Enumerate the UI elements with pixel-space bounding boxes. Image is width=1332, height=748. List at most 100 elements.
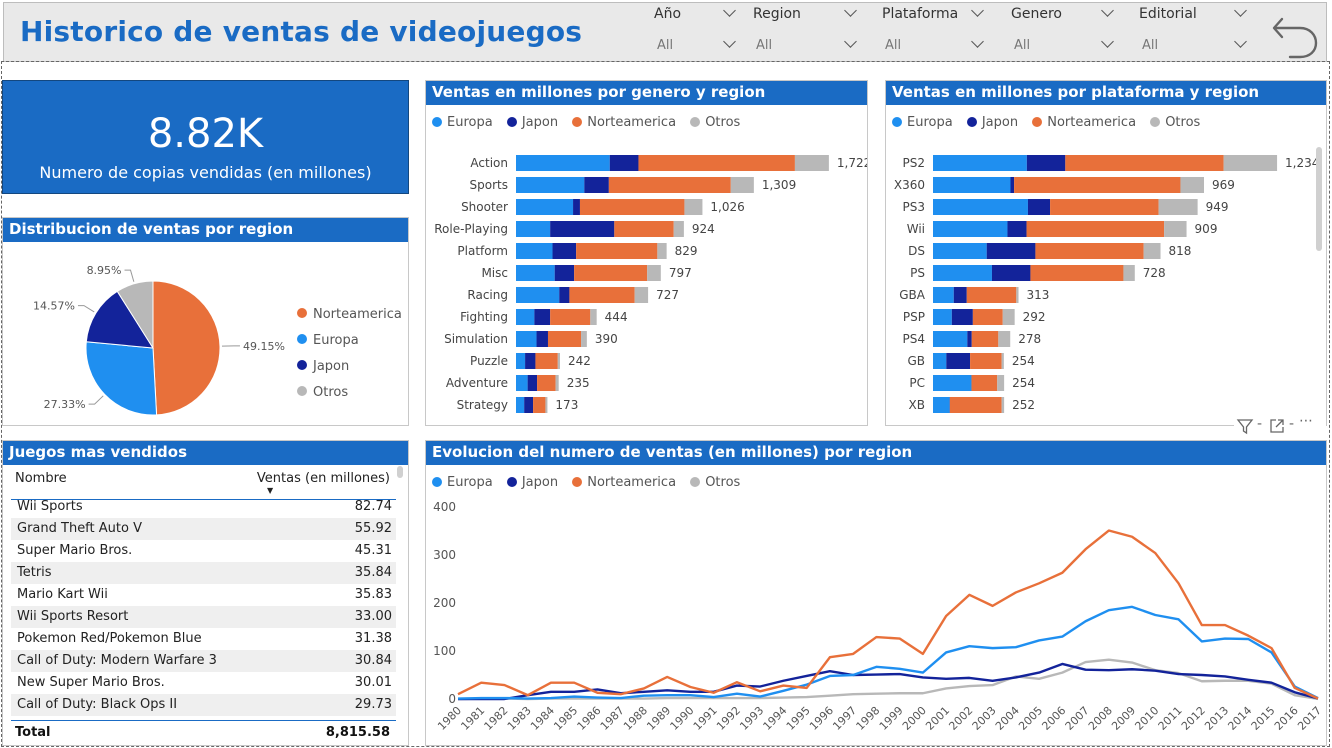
chevron-down-icon[interactable] xyxy=(844,35,857,48)
bar-segment-norteamerica[interactable] xyxy=(1035,243,1144,259)
bar-segment-japon[interactable] xyxy=(1027,199,1051,215)
kpi-card[interactable]: 8.82K Numero de copias vendidas (en mill… xyxy=(2,80,409,194)
pie-slice-japon[interactable] xyxy=(85,290,154,349)
bar-segment-europa[interactable] xyxy=(933,331,968,347)
bar-segment-norteamerica[interactable] xyxy=(608,177,731,193)
bar-segment-norteamerica[interactable] xyxy=(1065,155,1224,171)
bar-segment-norteamerica[interactable] xyxy=(614,221,674,237)
chevron-down-icon[interactable] xyxy=(971,35,984,48)
bar-segment-otros[interactable] xyxy=(1180,177,1204,193)
pie-legend-otros[interactable]: Otros xyxy=(313,385,348,400)
bar-segment-japon[interactable] xyxy=(525,353,536,369)
table-row[interactable]: Wii Sports Resort 33.00 xyxy=(11,606,396,628)
bar-segment-norteamerica[interactable] xyxy=(579,199,685,215)
sort-descending-icon[interactable]: ▼ xyxy=(267,486,274,495)
bar-segment-europa[interactable] xyxy=(933,265,992,281)
bar-segment-japon[interactable] xyxy=(534,309,551,325)
bar-segment-otros[interactable] xyxy=(998,331,1011,347)
bar-segment-japon[interactable] xyxy=(953,287,967,303)
bar-segment-japon[interactable] xyxy=(536,331,548,347)
pie-slice-europa[interactable] xyxy=(85,341,158,416)
filter-year[interactable]: Año All xyxy=(654,3,744,61)
bar-segment-norteamerica[interactable] xyxy=(576,243,658,259)
bar-segment-norteamerica[interactable] xyxy=(972,309,1003,325)
legend-norteamerica[interactable]: Norteamerica xyxy=(572,475,676,490)
filter-region-value[interactable]: All xyxy=(756,38,773,53)
table-row[interactable]: Tetris 35.84 xyxy=(11,562,396,584)
bar-segment-otros[interactable] xyxy=(590,309,597,325)
bar-segment-norteamerica[interactable] xyxy=(537,375,556,391)
filter-publisher-value[interactable]: All xyxy=(1142,38,1159,53)
bar-segment-japon[interactable] xyxy=(552,243,577,259)
bar-segment-otros[interactable] xyxy=(581,331,587,347)
bar-segment-japon[interactable] xyxy=(609,155,639,171)
chevron-down-icon[interactable] xyxy=(723,4,736,17)
line-series-europa[interactable] xyxy=(457,605,1319,700)
filter-genre-value[interactable]: All xyxy=(1014,38,1031,53)
pie-chart[interactable]: 49.15% 27.33% 14.57% 8.95% Norteamerica Europ… xyxy=(3,242,408,425)
bar-segment-otros[interactable] xyxy=(673,221,684,237)
line-series-otros[interactable] xyxy=(457,658,1319,701)
bar-segment-otros[interactable] xyxy=(1001,353,1004,369)
filter-region[interactable]: Region All xyxy=(753,3,863,61)
filter-genre[interactable]: Genero All xyxy=(1011,3,1121,61)
bar-segment-otros[interactable] xyxy=(730,177,754,193)
bar-segment-japon[interactable] xyxy=(967,331,972,347)
bar-segment-otros[interactable] xyxy=(1164,221,1187,237)
genre-bar-chart[interactable]: Action 1,722 Sports 1,309 Shooter 1,026 Role-P… xyxy=(426,141,867,425)
legend-otros[interactable]: Otros xyxy=(690,115,740,130)
back-arrow-icon[interactable] xyxy=(1270,9,1320,59)
bar-segment-norteamerica[interactable] xyxy=(550,309,591,325)
legend-norteamerica[interactable]: Norteamerica xyxy=(572,115,676,130)
bar-segment-europa[interactable] xyxy=(516,375,528,391)
pie-slice-norteamerica[interactable] xyxy=(152,280,221,416)
bar-segment-europa[interactable] xyxy=(516,243,553,259)
bar-segment-europa[interactable] xyxy=(933,221,1008,237)
pie-legend-norteamerica[interactable]: Norteamerica xyxy=(313,307,402,322)
legend-japon[interactable]: Japon xyxy=(966,115,1018,130)
filter-publisher[interactable]: Editorial All xyxy=(1139,3,1249,61)
bar-segment-europa[interactable] xyxy=(516,331,537,347)
bar-segment-norteamerica[interactable] xyxy=(1050,199,1159,215)
bar-segment-japon[interactable] xyxy=(946,353,971,369)
pie-legend-europa[interactable]: Europa xyxy=(313,333,359,348)
chevron-down-icon[interactable] xyxy=(844,4,857,17)
bar-segment-otros[interactable] xyxy=(1223,155,1278,171)
bar-segment-otros[interactable] xyxy=(684,199,703,215)
bar-segment-europa[interactable] xyxy=(933,309,952,325)
bar-segment-europa[interactable] xyxy=(516,155,610,171)
bar-segment-norteamerica[interactable] xyxy=(949,397,1002,413)
pie-legend-japon[interactable]: Japon xyxy=(312,359,349,374)
bar-segment-japon[interactable] xyxy=(991,265,1031,281)
bar-segment-norteamerica[interactable] xyxy=(535,353,558,369)
table-row[interactable]: Mario Kart Wii 35.83 xyxy=(11,584,396,606)
bar-segment-japon[interactable] xyxy=(527,375,538,391)
bar-segment-europa[interactable] xyxy=(516,353,526,369)
focus-mode-icon[interactable] xyxy=(1268,417,1286,435)
bar-segment-norteamerica[interactable] xyxy=(1014,177,1181,193)
legend-japon[interactable]: Japon xyxy=(506,475,558,490)
bar-segment-otros[interactable] xyxy=(647,265,661,281)
table-row[interactable]: Wii Sports 82.74 xyxy=(11,496,396,518)
column-header-sales[interactable]: Ventas (en millones) xyxy=(256,471,390,486)
table-scrollbar[interactable] xyxy=(397,466,403,478)
bar-segment-otros[interactable] xyxy=(1143,243,1161,259)
filter-platform[interactable]: Plataforma All xyxy=(882,3,992,61)
bar-segment-otros[interactable] xyxy=(634,287,649,303)
filter-platform-value[interactable]: All xyxy=(885,38,902,53)
bar-segment-norteamerica[interactable] xyxy=(574,265,648,281)
line-series-norteamerica[interactable] xyxy=(457,529,1319,700)
platform-scrollbar[interactable] xyxy=(1316,147,1322,251)
line-chart[interactable]: 0100200300400198019811982198319841985198… xyxy=(426,497,1326,745)
bar-segment-europa[interactable] xyxy=(516,265,555,281)
chevron-down-icon[interactable] xyxy=(1101,4,1114,17)
bar-segment-europa[interactable] xyxy=(516,397,525,413)
bar-segment-norteamerica[interactable] xyxy=(970,353,1002,369)
bar-segment-japon[interactable] xyxy=(986,243,1036,259)
bar-segment-europa[interactable] xyxy=(933,397,950,413)
column-header-name[interactable]: Nombre xyxy=(15,471,67,486)
bar-segment-otros[interactable] xyxy=(657,243,667,259)
table-row[interactable]: New Super Mario Bros. 30.01 xyxy=(11,672,396,694)
bar-segment-japon[interactable] xyxy=(1007,221,1027,237)
legend-japon[interactable]: Japon xyxy=(506,115,558,130)
